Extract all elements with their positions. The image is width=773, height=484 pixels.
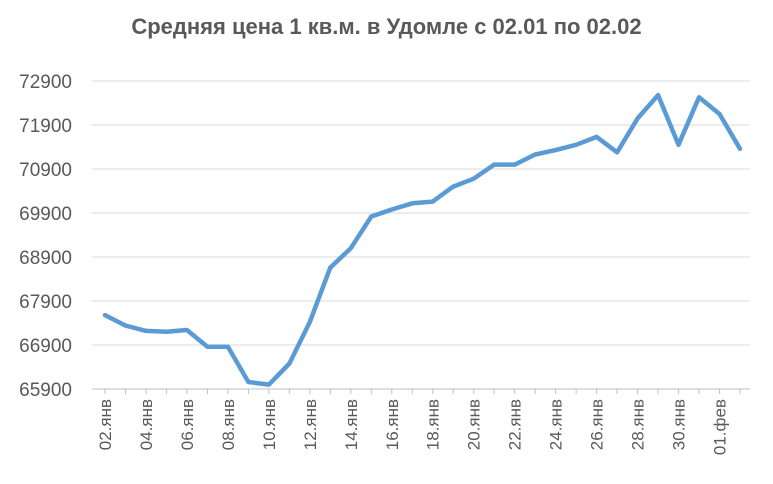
data-point (492, 162, 497, 167)
x-tick-label: 01.фев (711, 399, 730, 455)
x-tick-label: 06.янв (178, 399, 197, 450)
series-group (102, 92, 743, 387)
data-point (205, 344, 210, 349)
y-tick-label: 70900 (19, 160, 72, 181)
x-tick-label: 10.янв (260, 399, 279, 450)
data-point (594, 134, 599, 139)
data-point (738, 146, 742, 151)
y-tick-label: 72900 (19, 72, 72, 93)
data-point (266, 382, 271, 387)
data-point (635, 116, 640, 121)
x-tick-label: 24.янв (547, 399, 566, 450)
data-point (656, 93, 661, 98)
chart-title: Средняя цена 1 кв.м. в Удомле с 02.01 по… (131, 14, 642, 39)
y-tick-label: 66900 (19, 336, 72, 357)
data-point (348, 246, 353, 251)
data-point (615, 150, 620, 155)
data-point (246, 379, 251, 384)
data-point (184, 328, 189, 333)
x-tick-label: 08.янв (219, 399, 238, 450)
y-tick-label: 65900 (19, 380, 72, 401)
series-line (102, 92, 743, 387)
x-tick-label: 14.янв (342, 399, 361, 450)
data-point (225, 344, 230, 349)
data-point (451, 184, 456, 189)
data-point (143, 328, 148, 333)
data-point (307, 320, 312, 325)
data-point (389, 207, 394, 212)
x-tick-label: 12.янв (301, 399, 320, 450)
data-point (430, 199, 435, 204)
data-point (410, 201, 415, 206)
data-point (287, 361, 292, 366)
x-tick-label: 18.янв (424, 399, 443, 450)
data-point (369, 214, 374, 219)
y-tick-label: 69900 (19, 204, 72, 225)
x-tick-label: 20.янв (465, 399, 484, 450)
data-point (697, 95, 702, 100)
data-point (328, 265, 333, 270)
data-point (471, 176, 476, 181)
data-point (533, 152, 538, 157)
data-point (676, 142, 681, 147)
data-point (717, 112, 722, 116)
data-point (574, 142, 579, 147)
x-tick-label: 28.янв (629, 399, 648, 450)
y-tick-label: 68900 (19, 248, 72, 269)
y-tick-label: 67900 (19, 292, 72, 313)
data-point (512, 162, 517, 167)
x-axis-tick-labels: 02.янв 04.янв 06.янв 08.янв 10.янв 12.янв 14.я… (96, 399, 730, 455)
y-tick-label: 71900 (19, 116, 72, 137)
x-tick-label: 16.янв (383, 399, 402, 450)
x-tick-label: 02.янв (96, 399, 115, 450)
data-point (553, 148, 558, 153)
x-tick-label: 04.янв (137, 399, 156, 450)
data-point (103, 313, 107, 318)
data-point (123, 323, 128, 328)
x-tick-label: 26.янв (588, 399, 607, 450)
x-tick-label: 30.янв (670, 399, 689, 450)
gridlines (92, 80, 750, 394)
data-point (164, 329, 169, 334)
x-tick-label: 22.янв (506, 399, 525, 450)
y-axis-tick-labels: 65900 66900 67900 68900 69900 70900 71900 72900 (19, 72, 72, 401)
